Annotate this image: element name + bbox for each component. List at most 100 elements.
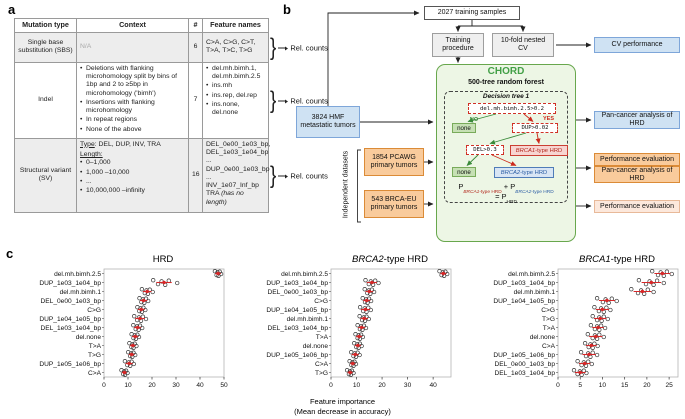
feature-row: C>G bbox=[314, 296, 374, 305]
cell-indel-type: Indel bbox=[14, 61, 77, 139]
svg-text:T>G: T>G bbox=[315, 370, 328, 377]
chart-hrd: HRD 0 10 20 30 40 50 del.mh.bimh.2.5 DUP_1e03_1… bbox=[8, 254, 230, 396]
svg-text:T>G: T>G bbox=[542, 316, 555, 323]
svg-text:25: 25 bbox=[665, 382, 673, 389]
panel-c: c HRD 0 10 20 30 40 50 del.mh.bimh.2.5 DUP_1e03… bbox=[0, 246, 685, 417]
feature-bullet: ins.none, del.none bbox=[206, 101, 265, 118]
feature-row: del.mh.bimh.1 bbox=[287, 314, 371, 323]
brca-eu-tumors-box: 543 BRCA-EU primary tumors bbox=[364, 190, 424, 218]
feature-row: C>G bbox=[541, 305, 613, 314]
table-row-sbs: Single base substitution (SBS) N/A 6 C>A… bbox=[14, 31, 269, 63]
hmf-tumors-box: 3824 HMF metastatic tumors bbox=[296, 106, 360, 138]
svg-text:DUP_1e05_1e06_bp: DUP_1e05_1e06_bp bbox=[266, 352, 328, 359]
svg-text:DUP_1e03_1e04_bp: DUP_1e03_1e04_bp bbox=[39, 280, 101, 287]
feature-row: DUP_1e05_1e06_bp bbox=[493, 350, 600, 359]
col-header-feature-names: Feature names bbox=[202, 18, 269, 33]
svg-text:20: 20 bbox=[378, 382, 386, 389]
svg-text:30: 30 bbox=[172, 382, 180, 389]
rel-counts-label: Rel. counts bbox=[290, 43, 328, 53]
svg-text:20: 20 bbox=[148, 382, 156, 389]
arrow-hmf-to-training-samples bbox=[327, 10, 420, 106]
brca2-italic: BRCA2 bbox=[500, 169, 521, 176]
arrow-head-icon bbox=[285, 174, 289, 178]
hrd-feature-importance-plot: 0 10 20 30 40 50 del.mh.bimh.2.5 DUP_1e03_1e04_… bbox=[8, 267, 230, 396]
arrow-head-icon bbox=[285, 99, 289, 103]
svg-text:0: 0 bbox=[329, 382, 333, 389]
performance-evaluation-box-1: Performance evaluation bbox=[594, 153, 680, 166]
tree-leaf-none-2: none bbox=[452, 167, 476, 177]
svg-text:del.mh.bimh.2.5: del.mh.bimh.2.5 bbox=[508, 271, 555, 278]
feature-row: DEL_0e00_1e03_bp bbox=[268, 287, 377, 296]
feature-row: C>A bbox=[542, 341, 600, 350]
chart-title-rest: -type HRD bbox=[610, 254, 656, 265]
formula-sub-brca1: BRCA1-type HRD bbox=[463, 190, 501, 195]
formula-equals: = P bbox=[495, 192, 507, 201]
x-axis-label-line2: (Mean decrease in accuracy) bbox=[294, 406, 391, 416]
feature-bullet: ins.rep, del.rep bbox=[206, 92, 265, 101]
svg-text:C>A: C>A bbox=[88, 370, 102, 377]
brca2-rest: -type HRD bbox=[520, 169, 548, 176]
tree-node-dup: DUP>0.02 bbox=[512, 123, 558, 133]
tree-node-del: DEL>0.3 bbox=[466, 145, 504, 155]
svg-text:T>A: T>A bbox=[89, 343, 102, 350]
panel-b-label: b bbox=[283, 2, 291, 17]
x-axis-label: Feature importance (Mean decrease in acc… bbox=[0, 397, 685, 417]
formula-plus: + P bbox=[501, 182, 516, 191]
feature-row: DEL_0e00_1e03_bp bbox=[495, 359, 594, 368]
panel-a-label: a bbox=[8, 2, 16, 17]
chart-title-brca1: BRCA1-type HRD bbox=[550, 254, 684, 267]
formula-sub2-italic: BRCA2 bbox=[515, 189, 532, 195]
svg-text:DEL_1e03_1e04_bp: DEL_1e03_1e04_bp bbox=[495, 370, 556, 377]
length-bullet: 10,000,000 –infinity bbox=[80, 187, 185, 196]
brace-glyph: } bbox=[270, 87, 277, 115]
formula-sub1-italic: BRCA1 bbox=[463, 189, 480, 195]
brca2-feature-importance-plot: 0 10 20 30 40 del.mh.bimh.2.5 DUP_1e03_1e04_bp… bbox=[235, 267, 457, 396]
svg-text:50: 50 bbox=[220, 382, 228, 389]
feature-line: ... bbox=[206, 157, 212, 165]
svg-text:C>G: C>G bbox=[314, 298, 328, 305]
svg-text:DUP_1e04_1e05_bp: DUP_1e04_1e05_bp bbox=[39, 316, 101, 323]
rel-counts-annotation-indel: } Rel. counts bbox=[270, 87, 328, 115]
pan-cancer-analysis-box-blue: Pan-cancer analysis of HRD bbox=[594, 111, 680, 129]
feature-row: C>A bbox=[315, 359, 359, 368]
context-bullet: None of the above bbox=[80, 126, 185, 135]
brca1-feature-importance-plot: 0 5 10 15 20 25 del.mh.bimh.2.5 DUP_1e03_1e04_b… bbox=[462, 267, 684, 396]
cell-sv-context: Type: DEL, DUP, INV, TRA Length: 0–1,000… bbox=[76, 137, 189, 213]
plot-frame bbox=[103, 268, 225, 378]
chart-title-brca2: BRCA2-type HRD bbox=[323, 254, 457, 267]
feature-row: DUP_1e05_1e06_bp bbox=[39, 359, 136, 368]
chart-title-hrd: HRD bbox=[96, 254, 230, 267]
context-bullet: Insertions with flanking microhomology bbox=[80, 99, 185, 116]
svg-text:DUP_1e04_1e05_bp: DUP_1e04_1e05_bp bbox=[493, 298, 555, 305]
sv-length-label: Length: bbox=[80, 151, 103, 159]
svg-text:del.none: del.none bbox=[303, 343, 329, 350]
col-header-mutation-type: Mutation type bbox=[14, 18, 77, 33]
rel-counts-annotation-sbs: } Rel. counts bbox=[270, 36, 328, 60]
feature-row: DEL_1e03_1e04_bp bbox=[495, 368, 589, 377]
svg-text:0: 0 bbox=[556, 382, 560, 389]
col-header-context: Context bbox=[76, 18, 189, 33]
feature-row: del.mh.bimh.2.5 bbox=[54, 269, 224, 278]
feature-row: T>A bbox=[89, 341, 139, 350]
feature-row: del.mh.bimh.2.5 bbox=[508, 269, 674, 278]
feature-row: DUP_1e03_1e04_bp bbox=[493, 278, 666, 287]
svg-text:DUP_1e03_1e04_bp: DUP_1e03_1e04_bp bbox=[266, 280, 328, 287]
formula-sub-brca2: BRCA2-type HRD bbox=[515, 190, 553, 195]
x-axis: 0 5 10 15 20 25 bbox=[556, 377, 673, 389]
pcawg-tumors-box: 1854 PCAWG primary tumors bbox=[364, 148, 424, 176]
svg-text:C>A: C>A bbox=[542, 343, 556, 350]
feature-row: T>A bbox=[543, 323, 608, 332]
svg-text:del.mh.bimh.1: del.mh.bimh.1 bbox=[60, 289, 102, 296]
svg-text:DUP_1e05_1e06_bp: DUP_1e05_1e06_bp bbox=[39, 361, 101, 368]
svg-text:del.mh.bimh.1: del.mh.bimh.1 bbox=[287, 316, 329, 323]
svg-text:DEL_0e00_1e03_bp: DEL_0e00_1e03_bp bbox=[41, 298, 102, 305]
formula-sub-hrd: HRD bbox=[506, 199, 517, 205]
feature-bullet: ins.mh bbox=[206, 82, 265, 91]
tree-node-delmh: del.mh.bimh.2.5>0.2 bbox=[468, 103, 556, 114]
feature-line: ... bbox=[206, 173, 212, 181]
hrd-plot-svg: 0 10 20 30 40 50 del.mh.bimh.2.5 DUP_1e03_1e04_… bbox=[39, 268, 228, 389]
svg-text:T>A: T>A bbox=[316, 334, 329, 341]
feature-row: del.mh.bimh.1 bbox=[514, 287, 656, 296]
tree-leaf-brca1-hrd: BRCA1 -type HRD bbox=[510, 145, 568, 156]
probability-formula-line2: = PHRD bbox=[440, 192, 572, 205]
